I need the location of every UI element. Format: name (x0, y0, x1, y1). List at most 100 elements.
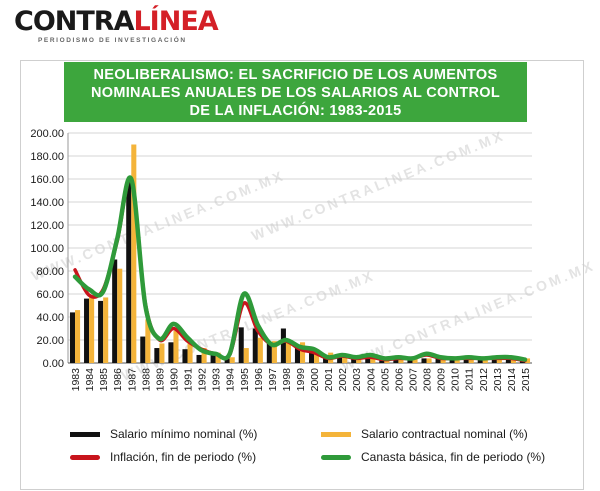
logo-tagline: PERIODISMO DE INVESTIGACIÓN (38, 37, 187, 44)
bar-salario-contractual (300, 342, 306, 363)
bar-salario-contractual (398, 358, 404, 363)
bar-salario-contractual (173, 330, 179, 363)
bar-salario-contractual (314, 349, 320, 363)
x-tick-label: 2007 (407, 368, 419, 392)
x-tick-label: 1999 (295, 368, 307, 392)
x-tick-label: 1996 (253, 368, 265, 392)
bar-salario-contractual (468, 358, 474, 363)
x-tick-label: 1990 (168, 368, 180, 392)
x-tick-label: 1997 (267, 368, 279, 392)
x-tick-label: 2005 (379, 368, 391, 392)
chart-title-box: NEOLIBERALISMO: EL SACRIFICIO DE LOS AUM… (64, 62, 527, 122)
bar-salario-contractual (75, 310, 81, 363)
bar-salario-contractual (257, 337, 263, 363)
x-tick-label: 1986 (112, 368, 124, 392)
x-tick-label: 1992 (197, 368, 209, 392)
bar-salario-contractual (89, 296, 95, 363)
x-tick-label: 2012 (478, 368, 490, 392)
y-tick-label: 100.00 (30, 243, 64, 255)
bar-salario-contractual (454, 358, 460, 363)
y-tick-label: 160.00 (30, 174, 64, 186)
bar-salario-minimo (337, 357, 343, 363)
y-tick-label: 20.00 (36, 335, 64, 347)
y-tick-label: 60.00 (36, 289, 64, 301)
bar-salario-contractual (496, 358, 502, 363)
bar-salario-minimo (294, 346, 300, 363)
x-tick-label: 1993 (211, 368, 223, 392)
x-tick-label: 2014 (506, 368, 518, 392)
x-tick-label: 2000 (309, 368, 321, 392)
line-canasta (72, 175, 528, 362)
x-tick-label: 1989 (154, 368, 166, 392)
bar-salario-minimo (435, 358, 441, 363)
y-tick-label: 140.00 (30, 197, 64, 209)
bar-salario-contractual (229, 357, 235, 363)
bar-salario-contractual (117, 268, 123, 363)
bar-salario-contractual (201, 348, 207, 363)
contralinea-logo: CONTRALÍNEA PERIODISMO DE INVESTIGACIÓN (14, 6, 219, 45)
bar-salario-minimo (252, 328, 258, 363)
bar-salario-minimo (393, 358, 399, 363)
x-tick-label: 1985 (98, 368, 110, 392)
bar-salario-contractual (510, 358, 516, 363)
x-tick-label: 1987 (126, 368, 138, 392)
bar-salario-minimo (421, 358, 427, 363)
bar-salario-minimo (69, 312, 76, 363)
y-tick-label: 80.00 (36, 266, 64, 278)
bar-salario-minimo (168, 342, 174, 363)
x-tick-label: 2010 (450, 368, 462, 392)
logo-text-red: LÍNEA (133, 6, 218, 37)
bar-salario-minimo (98, 300, 104, 363)
bar-salario-minimo (463, 358, 469, 363)
bar-salario-minimo (477, 358, 483, 363)
x-tick-label: 2015 (520, 368, 532, 392)
bar-salario-contractual (215, 352, 221, 363)
bar-salario-contractual (131, 144, 137, 363)
x-tick-label: 1995 (239, 368, 251, 392)
x-tick-label: 1988 (140, 368, 152, 392)
x-tick-label: 2009 (436, 368, 448, 392)
bar-salario-minimo (351, 358, 357, 363)
x-tick-label: 2003 (351, 368, 363, 392)
x-tick-label: 2011 (464, 368, 476, 391)
bar-salario-contractual (524, 358, 531, 363)
bar-salario-minimo (505, 358, 511, 363)
x-tick-label: 1998 (281, 368, 293, 392)
bar-salario-contractual (243, 348, 249, 363)
y-tick-label: 200.00 (30, 128, 64, 140)
bar-salario-contractual (159, 343, 165, 363)
bar-salario-contractual (285, 341, 292, 363)
bar-salario-minimo (126, 180, 132, 363)
bar-salario-contractual (145, 319, 151, 363)
x-tick-label: 1994 (225, 368, 237, 392)
bar-salario-minimo (140, 336, 146, 363)
x-tick-label: 2001 (323, 368, 335, 392)
bar-salario-contractual (187, 340, 193, 363)
x-tick-label: 1991 (183, 368, 195, 392)
bar-salario-minimo (308, 351, 315, 363)
x-tick-label: 1984 (84, 368, 96, 392)
bar-salario-minimo (210, 354, 216, 363)
bar-salario-minimo (491, 358, 497, 363)
bar-salario-contractual (482, 358, 488, 363)
bar-salario-minimo (182, 349, 188, 363)
bar-salario-contractual (370, 358, 376, 363)
bar-salario-minimo (280, 328, 286, 363)
bar-salario-minimo (266, 343, 272, 363)
x-tick-label: 2002 (337, 368, 349, 392)
y-tick-label: 120.00 (30, 220, 64, 232)
bar-salario-minimo (112, 259, 118, 363)
y-tick-label: 180.00 (30, 151, 64, 163)
bar-salario-contractual (426, 358, 432, 363)
bar-salario-minimo (224, 358, 230, 363)
x-tick-label: 1983 (70, 368, 82, 392)
bar-salario-contractual (356, 358, 362, 363)
x-tick-label: 2004 (365, 368, 377, 392)
bar-salario-contractual (342, 356, 348, 363)
bar-salario-minimo (238, 327, 244, 363)
x-tick-label: 2013 (492, 368, 504, 392)
chart-title: NEOLIBERALISMO: EL SACRIFICIO DE LOS AUM… (90, 67, 500, 119)
y-tick-label: 40.00 (36, 312, 64, 324)
bar-salario-minimo (154, 348, 160, 363)
